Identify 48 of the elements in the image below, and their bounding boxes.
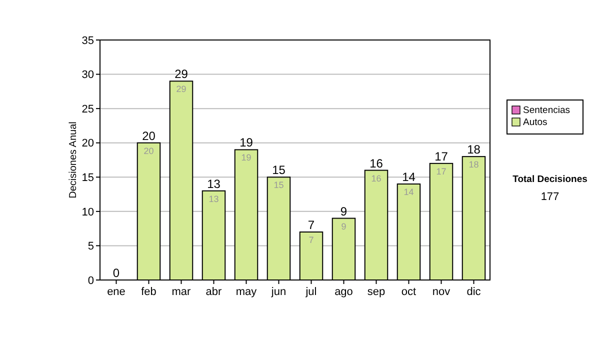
data-label: 16: [371, 173, 382, 184]
total-label: 16: [370, 156, 384, 170]
text: 177: [540, 191, 560, 203]
total-label: 19: [240, 136, 254, 150]
data-label: 20: [144, 146, 154, 156]
total-label: 0: [112, 266, 120, 280]
x-tick-label: ago: [334, 286, 353, 298]
x-tick-label: jul: [304, 286, 317, 298]
x-tick-label: sep: [367, 286, 386, 298]
y-tick-label: 15: [82, 172, 94, 184]
legend-label: Autos: [523, 117, 548, 128]
total-label: 15: [272, 163, 286, 178]
total-label: 17: [434, 149, 448, 164]
data-label: 13: [208, 194, 219, 204]
x-tick-label: mar: [172, 286, 192, 298]
x-tick-label: may: [236, 286, 258, 298]
x-tick-label: abr: [206, 286, 222, 298]
y-tick-label: 0: [88, 274, 94, 287]
y-tick-label: 30: [82, 69, 94, 82]
data-label: 17: [436, 166, 446, 176]
y-axis-title: Decisiones Anual: [68, 122, 79, 198]
data-label: 7: [308, 235, 314, 245]
total-label: 29: [174, 67, 188, 82]
x-tick-label: nov: [432, 286, 451, 298]
data-label: 14: [404, 187, 414, 197]
x-tick-label: jun: [270, 286, 286, 298]
data-label: 19: [241, 152, 252, 163]
text: Total Decisiones: [512, 174, 588, 185]
x-tick-label: feb: [141, 286, 156, 298]
total-label: 13: [207, 176, 221, 191]
y-tick-label: 20: [82, 138, 94, 150]
legend-label: Sentencias: [523, 105, 570, 116]
y-tick-label: 25: [82, 103, 94, 116]
x-tick-label: ene: [107, 286, 126, 298]
total-label: 7: [308, 218, 315, 232]
y-tick-label: 10: [82, 206, 94, 218]
total-label: 18: [467, 142, 481, 157]
data-label: 15: [274, 180, 284, 190]
total-label: 9: [340, 204, 348, 218]
x-tick-label: oct: [401, 286, 416, 298]
data-label: 18: [468, 160, 479, 170]
total-label: 14: [402, 170, 416, 184]
x-tick-label: dic: [466, 286, 482, 298]
total-label: 20: [142, 128, 156, 143]
y-tick-label: 35: [82, 34, 94, 47]
data-label: 29: [176, 84, 186, 94]
y-tick-label: 5: [88, 240, 94, 253]
data-label: 9: [341, 221, 346, 232]
